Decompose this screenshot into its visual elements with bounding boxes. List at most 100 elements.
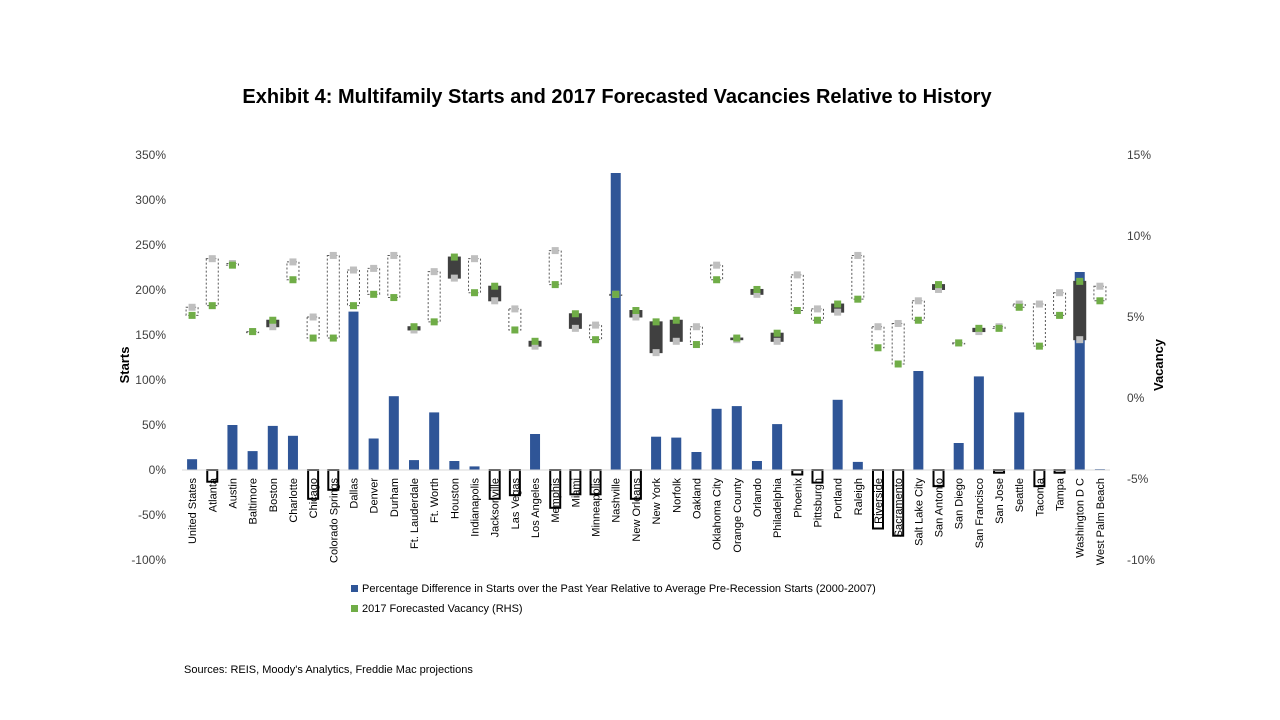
historical-vacancy-marker [450, 274, 458, 282]
forecast-vacancy-marker [551, 281, 559, 289]
forecast-vacancy-marker [914, 316, 922, 324]
starts-bar [267, 425, 278, 470]
forecast-vacancy-marker [1015, 303, 1023, 311]
historical-vacancy-marker [834, 308, 842, 316]
legend: Percentage Difference in Starts over the… [351, 583, 876, 615]
category-label: Tampa [1055, 477, 1067, 511]
category-group [528, 337, 542, 470]
category-group [367, 264, 381, 470]
historical-vacancy-marker [571, 324, 579, 332]
category-group [770, 329, 784, 470]
right-tick-label: 15% [1127, 148, 1151, 162]
vacancy-change-box [346, 269, 360, 307]
historical-vacancy-marker [531, 342, 539, 350]
category-label: Raleigh [853, 478, 865, 515]
left-tick-label: 100% [135, 373, 166, 387]
historical-vacancy-marker [511, 305, 519, 313]
starts-bar [953, 443, 964, 470]
left-tick-label: 0% [149, 463, 167, 477]
starts-bar [610, 173, 621, 470]
right-tick-label: -5% [1127, 472, 1149, 486]
category-group [185, 303, 199, 470]
category-label: Philadelphia [772, 477, 784, 538]
category-group [468, 255, 482, 470]
category-group [1073, 272, 1087, 470]
category-group [306, 313, 320, 500]
category-group [1093, 282, 1107, 470]
historical-vacancy-marker [652, 349, 660, 357]
forecast-vacancy-marker [1056, 311, 1064, 319]
historical-vacancy-marker [329, 251, 337, 259]
legend-label-vacancy: 2017 Forecasted Vacancy (RHS) [362, 603, 523, 615]
category-label: San Jose [994, 478, 1006, 524]
right-axis-title: Vacancy [1151, 338, 1166, 391]
starts-bar [691, 452, 702, 470]
legend-marker-vacancy [351, 605, 358, 612]
category-label: Los Angeles [530, 478, 542, 538]
historical-vacancy-marker [632, 313, 640, 321]
forecast-vacancy-marker [208, 302, 216, 310]
legend-marker-starts [351, 585, 358, 592]
left-tick-label: 350% [135, 148, 166, 162]
starts-bar [348, 311, 359, 470]
historical-vacancy-marker [672, 337, 680, 345]
right-tick-label: 0% [1127, 391, 1145, 405]
category-group [548, 247, 562, 509]
forecast-vacancy-marker [188, 311, 196, 319]
forecast-vacancy-marker [753, 285, 761, 293]
category-label: Ft. Worth [429, 478, 441, 523]
category-group [488, 282, 502, 500]
starts-bar [287, 435, 298, 470]
historical-vacancy-marker [592, 321, 600, 329]
category-group [447, 253, 461, 470]
forecast-vacancy-marker [733, 334, 741, 342]
forecast-vacancy-marker [1035, 342, 1043, 350]
forecast-vacancy-marker [329, 334, 337, 342]
historical-vacancy-marker [188, 303, 196, 311]
vacancy-change-box [649, 321, 663, 354]
starts-bar [973, 376, 984, 470]
category-group [1012, 300, 1026, 470]
category-group [810, 305, 824, 484]
category-group [952, 339, 966, 470]
category-label: Charlotte [288, 478, 300, 523]
forecast-vacancy-marker [672, 316, 680, 324]
historical-vacancy-marker [289, 258, 297, 266]
left-tick-label: 250% [135, 238, 166, 252]
left-tick-label: -50% [138, 508, 166, 522]
historical-vacancy-marker [309, 313, 317, 321]
historical-vacancy-marker [390, 251, 398, 259]
starts-bar [671, 437, 682, 470]
forecast-vacancy-marker [773, 329, 781, 337]
category-label: Tacoma [1034, 477, 1046, 516]
forecast-vacancy-marker [692, 341, 700, 349]
forecast-vacancy-marker [511, 326, 519, 334]
forecast-vacancy-marker [1076, 277, 1084, 285]
vacancy-change-box [205, 258, 219, 307]
category-label: Houston [449, 478, 461, 519]
category-label: Phoenix [792, 478, 804, 518]
category-label: Miami [570, 478, 582, 507]
source-note: Sources: REIS, Moody's Analytics, Freddi… [184, 664, 473, 676]
left-tick-label: 50% [142, 418, 166, 432]
left-tick-label: 300% [135, 193, 166, 207]
starts-bar [187, 459, 198, 470]
category-label: Orlando [752, 478, 764, 517]
starts-bar [429, 412, 440, 470]
forecast-vacancy-marker [713, 276, 721, 284]
category-label: New Orleans [631, 478, 643, 542]
vacancy-change-box [387, 254, 401, 299]
starts-bar [832, 399, 843, 470]
category-group [669, 316, 683, 470]
category-label: Seattle [1014, 478, 1026, 512]
category-label: Austin [227, 478, 239, 509]
category-label: Washington D C [1075, 478, 1087, 558]
vacancy-change-box [891, 322, 905, 365]
category-label: Ft. Lauderdale [409, 478, 421, 549]
forecast-vacancy-marker [995, 324, 1003, 332]
vacancy-change-box [851, 254, 865, 300]
starts-bar [368, 438, 379, 470]
historical-vacancy-marker [773, 337, 781, 345]
historical-vacancy-marker [874, 323, 882, 331]
category-label: Salt Lake City [913, 478, 925, 546]
